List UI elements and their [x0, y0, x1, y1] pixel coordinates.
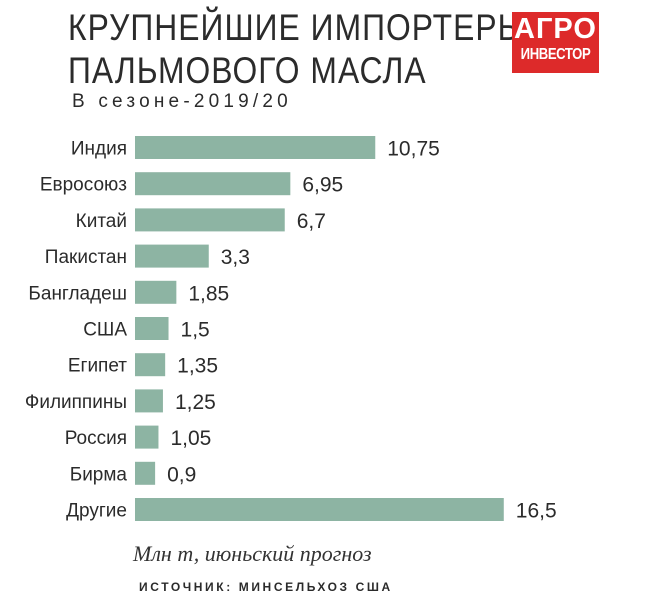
category-label-4: Пакистан — [45, 247, 127, 268]
category-label-3: Китай — [76, 211, 127, 232]
category-label-8: Филиппины — [25, 392, 127, 413]
logo-line1: АГРО — [514, 13, 597, 45]
category-label-2: Евросоюз — [40, 175, 127, 196]
bar-2 — [135, 172, 291, 196]
category-label-6: США — [83, 320, 127, 341]
category-label-1: Индия — [71, 139, 127, 160]
value-label-10: 0,9 — [167, 463, 196, 486]
bar-6 — [135, 317, 169, 340]
chart-title-line1: КРУПНЕЙШИЕ ИМПОРТЕРЫ — [68, 7, 527, 48]
bar-9 — [135, 425, 159, 449]
category-label-11: Другие — [66, 501, 127, 522]
bar-10 — [135, 461, 156, 485]
bar-1 — [135, 136, 376, 159]
bar-4 — [135, 244, 209, 268]
bar-11 — [135, 498, 504, 521]
source-note: ИСТОЧНИК: МИНСЕЛЬХОЗ США — [139, 580, 393, 594]
value-label-6: 1,5 — [181, 319, 210, 342]
category-label-10: Бирма — [70, 464, 128, 485]
value-label-11: 16,5 — [516, 500, 557, 523]
category-label-7: Египет — [68, 356, 127, 377]
value-label-4: 3,3 — [221, 246, 250, 269]
value-label-8: 1,25 — [175, 391, 216, 414]
value-label-1: 10,75 — [387, 138, 440, 161]
chart-title-line2: ПАЛЬМОВОГО МАСЛА — [68, 50, 427, 91]
category-label-5: Бангладеш — [28, 283, 127, 304]
value-label-5: 1,85 — [188, 282, 229, 305]
bar-3 — [135, 208, 285, 232]
logo-line2: ИНВЕСТОР — [520, 46, 591, 63]
chart-subtitle: В сезоне-2019/20 — [72, 91, 292, 112]
value-label-9: 1,05 — [170, 427, 211, 450]
value-label-7: 1,35 — [177, 355, 218, 378]
bar-7 — [135, 353, 166, 377]
agroinvestor-logo: АГРО ИНВЕСТОР — [512, 12, 599, 73]
value-label-3: 6,7 — [297, 210, 326, 233]
category-label-9: Россия — [65, 428, 127, 449]
unit-note: Млн т, июньский прогноз — [133, 541, 372, 566]
chart-title: КРУПНЕЙШИЕ ИМПОРТЕРЫ ПАЛЬМОВОГО МАСЛА — [68, 6, 527, 92]
bar-8 — [135, 389, 163, 413]
bar-5 — [135, 280, 177, 304]
value-label-2: 6,95 — [302, 174, 343, 197]
